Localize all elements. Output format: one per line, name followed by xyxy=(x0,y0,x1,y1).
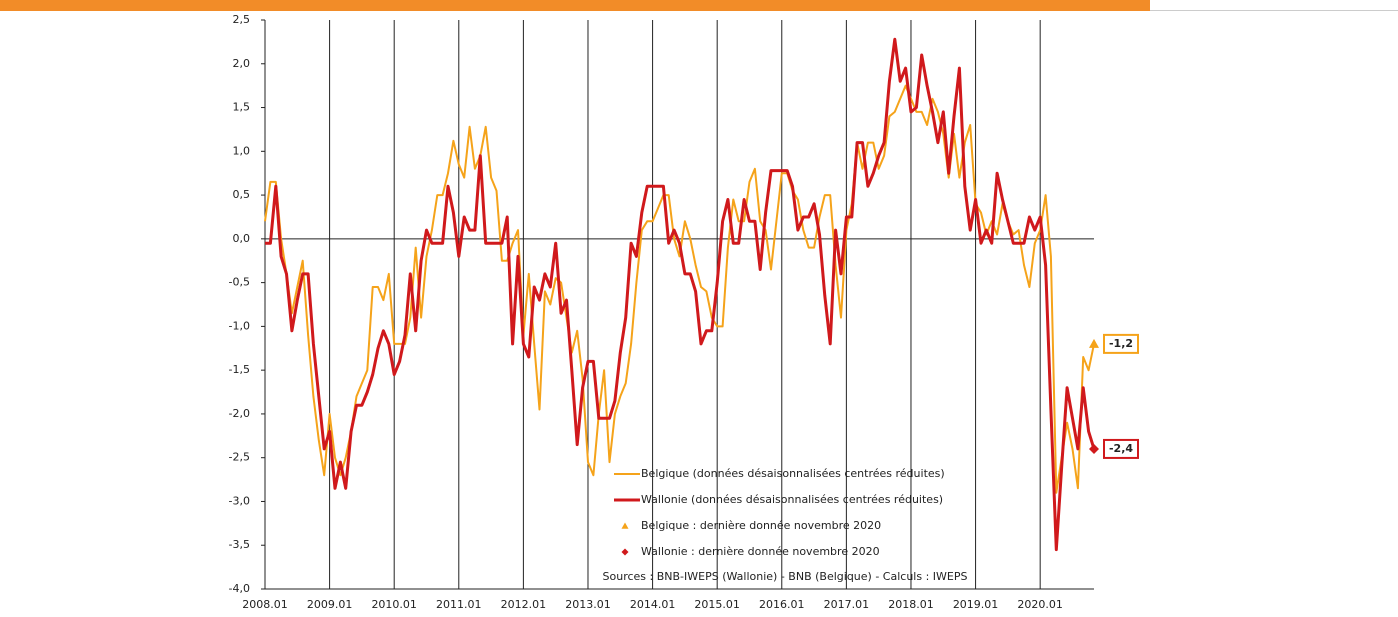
value-label-box xyxy=(1103,438,1139,459)
x-tick-label: 2020.01 xyxy=(1017,598,1063,611)
x-tick-label: 2013.01 xyxy=(565,598,611,611)
last-point-marker xyxy=(1089,443,1099,454)
y-tick-label: 0,5 xyxy=(233,188,251,201)
legend-label: Wallonie (données désaisonnalisées centr… xyxy=(641,493,943,506)
x-tick-label: 2015.01 xyxy=(694,598,740,611)
y-tick-label: 1,0 xyxy=(233,144,251,157)
x-tick-label: 2009.01 xyxy=(307,598,353,611)
y-tick-label: 1,5 xyxy=(233,101,251,114)
y-tick-label: -1,0 xyxy=(229,319,250,332)
series-line xyxy=(265,37,1096,552)
series-line xyxy=(264,84,1095,494)
x-tick-label: 2012.01 xyxy=(501,598,547,611)
y-tick-label: -2,5 xyxy=(229,451,250,464)
x-tick-label: 2010.01 xyxy=(371,598,417,611)
y-tick-label: 0,0 xyxy=(233,232,251,245)
x-tick-label: 2016.01 xyxy=(759,598,805,611)
legend-label: Wallonie : dernière donnée novembre 2020 xyxy=(641,545,880,558)
legend-marker xyxy=(621,522,629,529)
y-tick-label: -3,0 xyxy=(229,494,250,507)
x-tick-label: 2017.01 xyxy=(824,598,870,611)
y-tick-label: -0,5 xyxy=(229,276,250,289)
y-tick-label: -3,5 xyxy=(229,538,250,551)
source-note: Sources : BNB-IWEPS (Wallonie) - BNB (Be… xyxy=(603,570,968,583)
header-bar xyxy=(0,0,1150,11)
y-tick-label: -4,0 xyxy=(229,582,250,595)
value-label: -1,2 xyxy=(1109,337,1133,350)
last-point-marker xyxy=(1089,338,1099,348)
value-label: -2,4 xyxy=(1109,442,1133,455)
x-tick-label: 2008.01 xyxy=(242,598,288,611)
y-tick-label: -1,5 xyxy=(229,363,250,376)
x-tick-label: 2018.01 xyxy=(888,598,934,611)
value-label-box xyxy=(1103,333,1139,354)
y-tick-label: -2,0 xyxy=(229,407,250,420)
x-tick-label: 2011.01 xyxy=(436,598,482,611)
legend-label: Belgique : dernière donnée novembre 2020 xyxy=(641,519,881,532)
legend-marker xyxy=(621,548,629,556)
x-tick-label: 2019.01 xyxy=(953,598,999,611)
y-tick-label: 2,5 xyxy=(233,13,251,26)
x-tick-label: 2014.01 xyxy=(630,598,676,611)
legend-label: Belgique (données désaisonnalisées centr… xyxy=(641,467,945,480)
y-tick-label: 2,0 xyxy=(233,57,251,70)
